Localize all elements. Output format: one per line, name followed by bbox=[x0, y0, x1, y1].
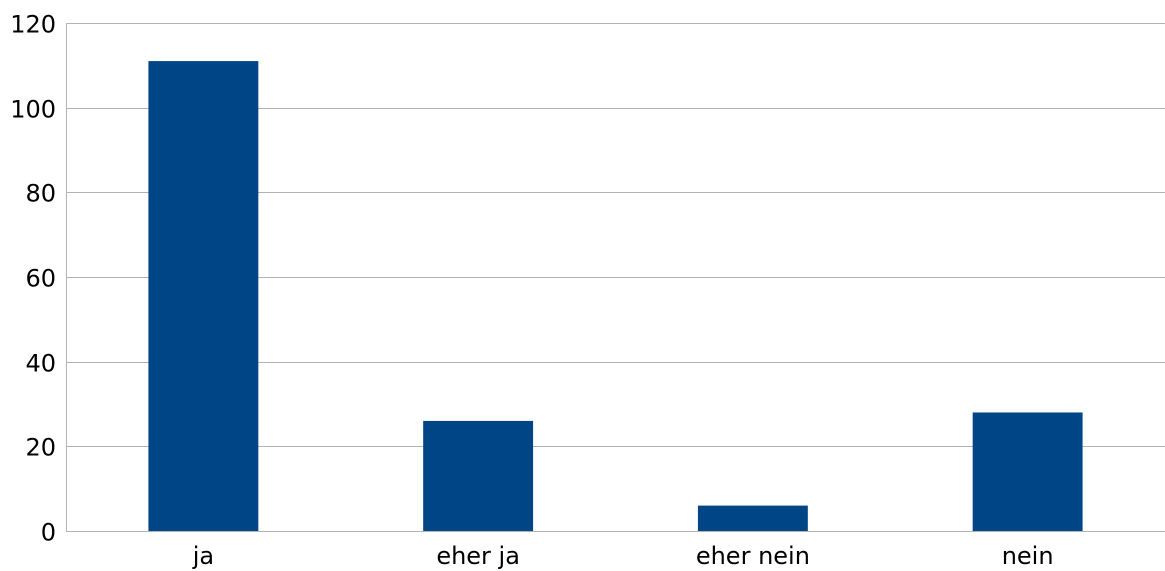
axes bbox=[66, 23, 1165, 532]
x-tick-label: ja bbox=[192, 542, 214, 570]
y-tick-label: 80 bbox=[25, 180, 56, 208]
y-tick-label: 100 bbox=[10, 96, 56, 124]
bar-eher-nein bbox=[697, 505, 808, 531]
bar-ja bbox=[148, 61, 259, 531]
x-tick-label: eher nein bbox=[696, 542, 810, 570]
x-tick-label: eher ja bbox=[436, 542, 520, 570]
y-tick-label: 60 bbox=[25, 265, 56, 293]
y-tick-label: 20 bbox=[25, 434, 56, 462]
y-tick-labels: 0 20 40 60 80 100 120 bbox=[10, 11, 56, 547]
y-tick-label: 120 bbox=[10, 11, 56, 39]
bar-nein bbox=[972, 412, 1083, 531]
y-tick-label: 40 bbox=[25, 350, 56, 378]
x-tick-labels: ja eher ja eher nein nein bbox=[192, 542, 1054, 570]
bar-eher-ja bbox=[423, 420, 534, 531]
x-tick-label: nein bbox=[1002, 542, 1054, 570]
y-tick-label: 0 bbox=[41, 519, 56, 547]
bars bbox=[148, 61, 1083, 531]
